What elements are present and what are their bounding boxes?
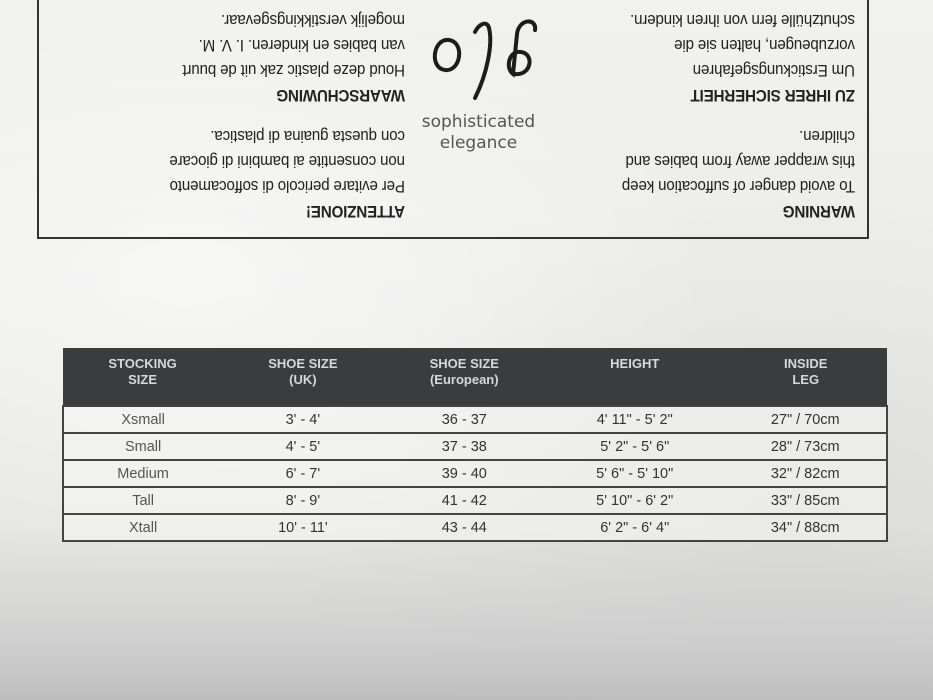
- cell-stocking-size: Xtall: [61, 513, 223, 542]
- warning-heading-german: ZU IHRER SICHERHEIT: [690, 86, 855, 104]
- header-stocking-size: STOCKING SIZE: [63, 348, 223, 406]
- cell-height: 6' 2" - 6' 4": [545, 513, 725, 542]
- warning-heading-english: WARNING: [782, 202, 855, 220]
- logo-letter-o: [433, 38, 461, 72]
- cell-stocking-size: Xsmall: [61, 405, 223, 433]
- warning-line: van babies en kinderen. I. V. M.: [198, 36, 405, 54]
- table-row: Tall 8' - 9' 41 - 42 5' 10" - 6' 2" 33" / 85…: [61, 486, 888, 514]
- warning-line: To avoid danger of suffocation keep: [622, 177, 855, 195]
- warning-column-right: ATTENZIONE! Per evitare pericolo di soff…: [129, 7, 405, 223]
- warning-line: vorzubeugen, halten sie die: [674, 36, 855, 54]
- cell-inside-leg: 28" / 73cm: [724, 432, 888, 460]
- cell-height: 4' 11" - 5' 2": [545, 405, 725, 433]
- table-row: Small 4' - 5' 37 - 38 5' 2" - 5' 6" 28" / 73…: [61, 432, 888, 460]
- cell-inside-leg: 33" / 85cm: [724, 486, 888, 514]
- warning-line: schutzhülle fern von ihren kindern.: [630, 11, 855, 29]
- brand-tagline: sophisticated elegance: [421, 112, 536, 153]
- table-row: Xsmall 3' - 4' 36 - 37 4' 11" - 5' 2" 27" / …: [61, 405, 888, 433]
- warning-line: Um Erstickungsgefahren: [692, 61, 855, 79]
- warning-line: Per evitare pericolo di soffocamento: [169, 177, 405, 195]
- cell-shoe-size-eu: 36 - 37: [383, 405, 545, 433]
- warning-line: Houd deze plastic zak uit de buurt: [182, 61, 405, 79]
- brand-logo: [433, 19, 538, 100]
- table-row: Medium 6' - 7' 39 - 40 5' 6" - 5' 10" 32" / …: [61, 459, 888, 487]
- warning-line: this wrapper away from babies and: [625, 152, 855, 170]
- logo-letter-l: [473, 21, 493, 100]
- warning-line: children.: [799, 127, 855, 145]
- cell-height: 5' 10" - 6' 2": [545, 486, 725, 514]
- cell-height: 5' 6" - 5' 10": [545, 459, 725, 487]
- cell-inside-leg: 32" / 82cm: [724, 459, 888, 487]
- warning-line: con questa guaina di plastica.: [210, 127, 405, 145]
- warning-heading-dutch: WAARSCHUWING: [276, 86, 405, 104]
- cell-stocking-size: Small: [61, 432, 223, 460]
- cell-height: 5' 2" - 5' 6": [545, 432, 725, 460]
- size-chart-table: STOCKING SIZE SHOE SIZE (UK) SHOE SIZE (Eur…: [61, 348, 888, 542]
- cell-stocking-size: Medium: [61, 459, 223, 487]
- cell-shoe-size-uk: 10' - 11': [222, 513, 384, 542]
- cell-shoe-size-uk: 8' - 9': [222, 486, 384, 514]
- table-row: Xtall 10' - 11' 43 - 44 6' 2" - 6' 4" 34" / …: [61, 513, 888, 542]
- warning-column-left: WARNING To avoid danger of suffocation k…: [579, 7, 855, 223]
- cell-shoe-size-eu: 41 - 42: [383, 486, 545, 514]
- cell-inside-leg: 27" / 70cm: [724, 405, 888, 433]
- header-inside-leg: INSIDE LEG: [724, 348, 887, 406]
- cell-shoe-size-uk: 6' - 7': [222, 459, 384, 487]
- header-height: HEIGHT: [545, 348, 725, 406]
- header-shoe-size-eu: SHOE SIZE (European): [383, 348, 545, 406]
- table-header-row: STOCKING SIZE SHOE SIZE (UK) SHOE SIZE (Eur…: [63, 348, 887, 406]
- cell-stocking-size: Tall: [61, 486, 223, 514]
- cell-shoe-size-uk: 3' - 4': [222, 405, 384, 433]
- cell-shoe-size-eu: 43 - 44: [383, 513, 545, 542]
- cell-shoe-size-eu: 39 - 40: [383, 459, 545, 487]
- header-shoe-size-uk: SHOE SIZE (UK): [222, 348, 384, 406]
- cell-shoe-size-uk: 4' - 5': [222, 432, 384, 460]
- warning-heading-italian: ATTENZIONE!: [306, 202, 405, 220]
- cell-shoe-size-eu: 37 - 38: [383, 432, 545, 460]
- cell-inside-leg: 34" / 88cm: [724, 513, 888, 542]
- warning-line: mogelijk verstikkingsgevaar.: [221, 11, 405, 29]
- warning-line: non consentite ai bambini di giocare: [169, 152, 405, 170]
- logo-letter-g: [506, 19, 538, 78]
